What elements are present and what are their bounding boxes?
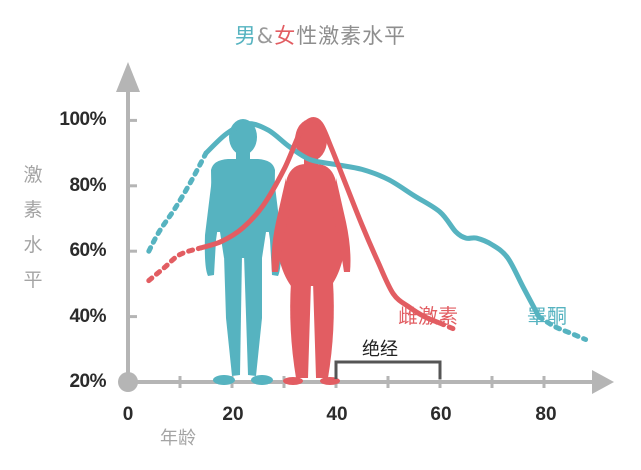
x-tick-label: 20 — [222, 404, 244, 425]
male-right-leg — [244, 255, 262, 376]
male-figure — [204, 119, 282, 385]
x-axis-arrow — [592, 370, 614, 394]
x-tick-label: 40 — [326, 404, 348, 425]
testosterone-line-dotted-start — [146, 150, 209, 254]
y-axis-label-char: 激 — [23, 164, 43, 186]
estrogen-series-label: 雌激素 — [398, 304, 458, 328]
female-left-arm — [271, 178, 290, 272]
y-tick-label: 60% — [69, 240, 106, 261]
male-left-arm — [204, 170, 222, 276]
y-axis-arrow — [116, 62, 140, 92]
title-rest: 性激素水平 — [296, 24, 407, 48]
title-male: 男 — [234, 24, 257, 48]
title-female: 女 — [274, 24, 297, 48]
x-tick-label: 80 — [535, 404, 557, 425]
male-torso — [211, 159, 275, 258]
x-tick-label: 0 — [122, 404, 134, 425]
x-tick-label: 60 — [430, 404, 452, 425]
estrogen-line — [198, 117, 443, 326]
chart-title: 男&女性激素水平 — [0, 20, 641, 50]
y-tick-label: 100% — [59, 109, 106, 130]
y-axis-label-char: 平 — [23, 269, 43, 291]
male-left-foot — [213, 375, 235, 385]
title-amp: & — [256, 24, 275, 48]
y-tick-label: 80% — [69, 175, 106, 196]
testosterone-line-dotted-end — [536, 314, 589, 342]
y-tick-label: 20% — [69, 371, 106, 392]
y-axis-label: 激 素 水 平 — [20, 158, 46, 298]
y-axis-label-char: 水 — [23, 234, 43, 256]
estrogen-line-dotted-end — [437, 320, 459, 333]
male-left-leg — [224, 255, 242, 376]
axis-origin — [118, 372, 138, 392]
menopause-label: 绝经 — [362, 339, 398, 360]
estrogen-line-dotted-start — [146, 245, 204, 284]
female-right-leg — [313, 282, 334, 378]
female-right-arm — [332, 178, 351, 272]
female-left-leg — [290, 282, 311, 378]
y-tick-label: 40% — [69, 306, 106, 327]
x-axis-label: 年龄 — [160, 428, 196, 449]
menopause-bracket — [334, 360, 442, 379]
testosterone-line — [203, 121, 542, 320]
female-left-foot — [283, 377, 303, 385]
testosterone-series-label: 睾酮 — [527, 304, 567, 328]
y-axis-label-char: 素 — [23, 199, 43, 221]
male-right-foot — [251, 375, 273, 385]
female-torso — [278, 164, 344, 286]
